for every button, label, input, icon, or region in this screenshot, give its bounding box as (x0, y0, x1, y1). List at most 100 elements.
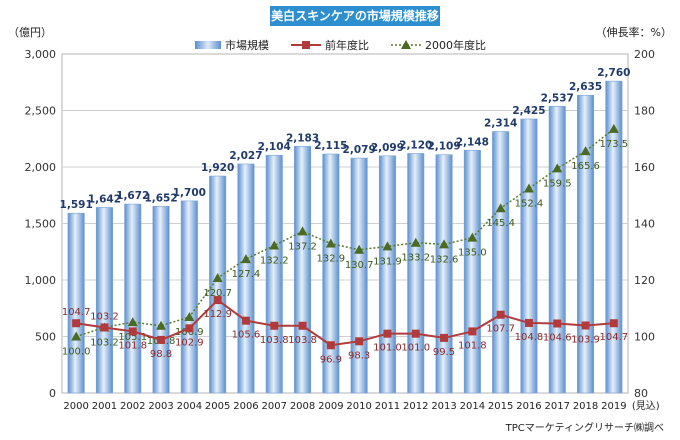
bar-value-label: 1,920 (201, 162, 234, 174)
bar (463, 149, 481, 394)
point-yoy (128, 327, 137, 336)
legend: 市場規模 前年度比 2000年度比 (195, 37, 486, 53)
label-base: 165.6 (571, 161, 600, 172)
point-base (127, 317, 138, 327)
bar (124, 203, 142, 394)
bar (152, 206, 170, 394)
bar (407, 153, 425, 394)
point-yoy (524, 318, 533, 327)
x-tick-label: 2000 (63, 401, 88, 412)
bar-value-label: 2,104 (258, 141, 291, 153)
point-base (523, 183, 534, 193)
y-right-tick-label: 160 (634, 161, 655, 174)
point-base (297, 226, 308, 236)
label-yoy: 107.7 (486, 324, 515, 335)
legend-item-market: 市場規模 (195, 37, 269, 53)
y-right-tick-label: 80 (634, 387, 648, 400)
x-tick-label: 2017 (545, 401, 570, 412)
point-yoy (72, 319, 81, 328)
y-right-tick-label: 180 (634, 105, 655, 118)
x-tick-label: 2014 (460, 401, 485, 412)
point-yoy (270, 321, 279, 330)
point-base (439, 239, 450, 249)
point-base (382, 241, 393, 251)
bar (492, 131, 510, 394)
source-note: TPCマーケティングリサーチ㈱調べ (505, 423, 664, 434)
label-yoy: 105.6 (232, 330, 261, 341)
y-left-tick-label: 2,500 (25, 105, 57, 118)
x-tick-label: 2012 (403, 401, 428, 412)
point-base (495, 203, 506, 213)
x-tick-label: 2010 (346, 401, 371, 412)
label-yoy: 103.8 (260, 335, 289, 346)
point-yoy (157, 335, 166, 344)
point-base (269, 240, 280, 250)
x-tick-label: 2018 (573, 401, 598, 412)
bar-value-label: 1,700 (173, 187, 206, 199)
x-tick-note: (見込) (632, 400, 660, 412)
point-yoy (411, 329, 420, 338)
point-yoy (326, 341, 335, 350)
point-yoy (241, 316, 250, 325)
point-yoy (185, 324, 194, 333)
legend-item-yoy: 前年度比 (291, 37, 369, 53)
label-yoy: 101.0 (373, 343, 402, 354)
label-base: 103.2 (90, 337, 119, 348)
label-yoy: 104.8 (515, 332, 544, 343)
bar (209, 175, 227, 394)
bar (605, 80, 623, 394)
x-tick-label: 2001 (92, 401, 117, 412)
y-left-tick-label: 500 (35, 331, 56, 344)
point-base (71, 331, 82, 341)
label-yoy: 104.7 (62, 307, 91, 318)
label-base: 131.9 (373, 256, 402, 267)
x-tick-label: 2006 (233, 401, 258, 412)
label-yoy: 99.5 (433, 347, 455, 358)
legend-label-base: 2000年度比 (425, 39, 486, 52)
bar-value-label: 1,652 (144, 192, 177, 204)
bar-value-label: 1,591 (60, 199, 93, 211)
point-yoy (468, 327, 477, 336)
point-yoy (553, 319, 562, 328)
bar-value-label: 2,115 (314, 140, 347, 152)
point-base (608, 123, 619, 133)
point-base (354, 244, 365, 254)
point-yoy (213, 296, 222, 305)
label-yoy: 103.2 (90, 311, 119, 322)
label-base: 133.2 (401, 253, 430, 264)
point-base (156, 320, 167, 330)
y-left-tick-label: 1,500 (25, 218, 57, 231)
point-base (467, 232, 478, 242)
point-yoy (496, 310, 505, 319)
bar (265, 154, 283, 394)
label-base: 145.4 (486, 218, 515, 229)
label-yoy: 101.8 (458, 340, 487, 351)
x-tick-label: 2002 (120, 401, 145, 412)
x-tick-label: 2003 (148, 401, 173, 412)
point-base (212, 273, 223, 283)
label-yoy: 98.8 (150, 349, 172, 360)
right-axis-unit: （伸長率：%） (595, 26, 672, 39)
label-base: 135.0 (458, 248, 487, 259)
bar-value-label: 2,099 (371, 142, 404, 154)
label-yoy: 103.9 (571, 334, 600, 345)
label-base: 132.2 (260, 256, 289, 267)
bar (520, 118, 538, 394)
label-yoy: 98.3 (348, 350, 370, 361)
bar-value-label: 2,314 (484, 118, 517, 130)
label-base: 137.2 (288, 241, 317, 252)
x-tick-label: 2008 (290, 401, 315, 412)
y-right-tick-label: 100 (634, 331, 655, 344)
point-base (552, 163, 563, 173)
x-tick-label: 2016 (516, 401, 541, 412)
x-tick-label: 2007 (262, 401, 287, 412)
point-base (410, 237, 421, 247)
bar (548, 106, 566, 394)
bar (180, 200, 198, 394)
y-left-tick-label: 0 (49, 387, 56, 400)
legend-label-market: 市場規模 (225, 39, 269, 52)
point-base (240, 254, 251, 264)
y-left-tick-label: 3,000 (25, 48, 57, 61)
label-yoy: 104.7 (600, 332, 629, 343)
